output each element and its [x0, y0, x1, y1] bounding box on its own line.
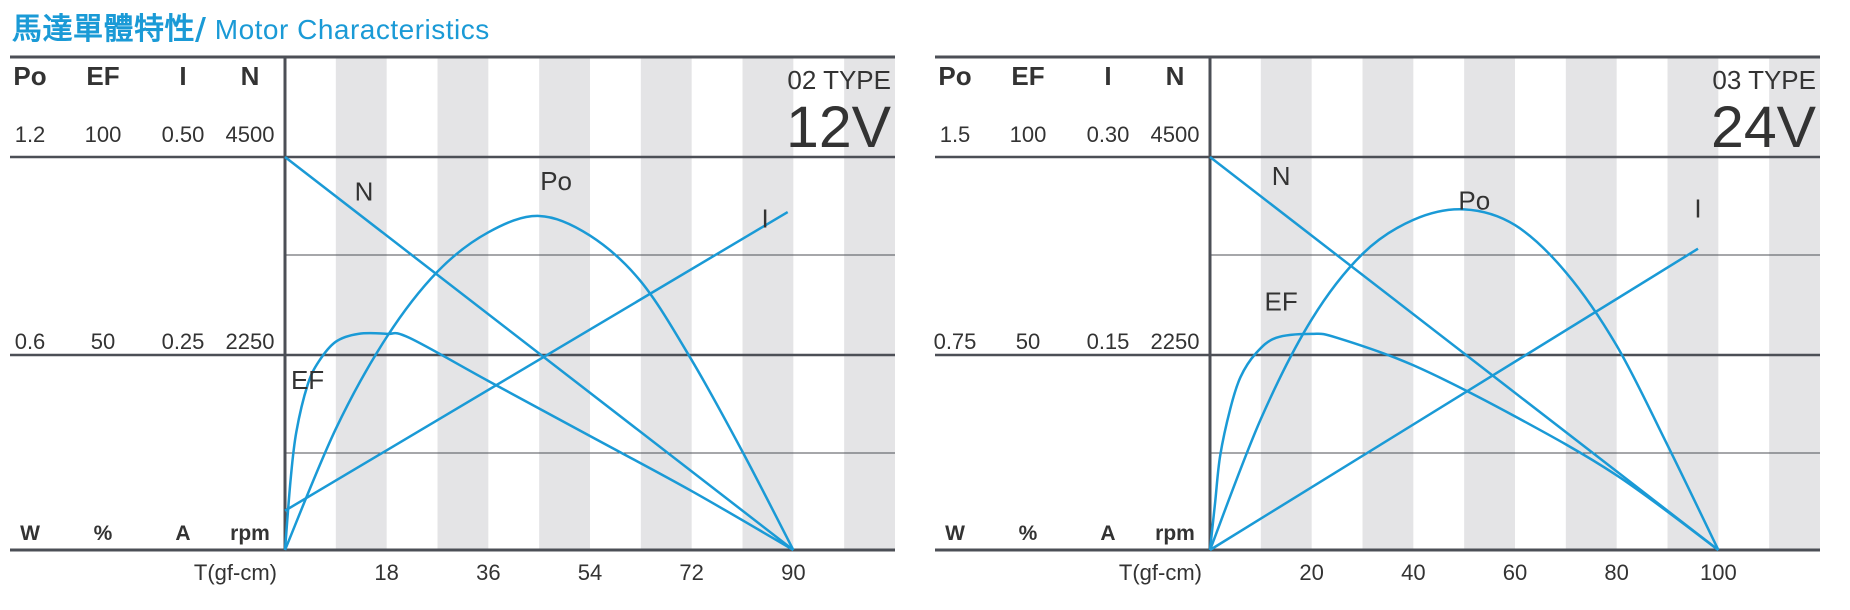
- x-tick-label: 72: [679, 560, 703, 585]
- type-label: 03 TYPE: [1712, 65, 1816, 95]
- background-band: [539, 57, 590, 550]
- background-bands: [1260, 57, 1820, 550]
- column-header-po: Po: [938, 61, 971, 91]
- scale-mid-n: 2250: [1151, 329, 1200, 354]
- type-label: 02 TYPE: [787, 65, 891, 95]
- column-header-n: N: [1166, 61, 1185, 91]
- unit-n: rpm: [230, 522, 270, 545]
- background-band: [844, 57, 895, 550]
- scale-max-n: 4500: [226, 122, 275, 147]
- column-header-i: I: [1104, 61, 1111, 91]
- series-line-n: [1209, 156, 1720, 551]
- series-label-ef: EF: [291, 365, 324, 395]
- x-tick-label: 80: [1604, 560, 1628, 585]
- scale-mid-i: 0.15: [1087, 329, 1130, 354]
- gridlines: [10, 55, 895, 552]
- background-band: [335, 57, 387, 550]
- column-header-i: I: [179, 61, 186, 91]
- scale-max-i: 0.30: [1087, 122, 1130, 147]
- series-line-n: [284, 156, 795, 551]
- scale-max-po: 1.2: [15, 122, 46, 147]
- series-line-ef: [283, 331, 794, 552]
- background-bands: [335, 57, 895, 550]
- voltage-label: 24V: [1711, 95, 1816, 160]
- unit-ef: %: [94, 522, 113, 545]
- scale-mid-ef: 50: [91, 329, 115, 354]
- scale-max-po: 1.5: [940, 122, 971, 147]
- page-title: 馬達單體特性/ Motor Characteristics: [12, 4, 490, 48]
- x-tick-label: 100: [1700, 560, 1737, 585]
- unit-po: W: [945, 522, 965, 545]
- column-header-po: Po: [13, 61, 46, 91]
- scale-mid-ef: 50: [1016, 329, 1040, 354]
- unit-i: A: [1100, 522, 1115, 545]
- series-line-po: [1208, 208, 1720, 551]
- unit-po: W: [20, 522, 40, 545]
- x-tick-label: 90: [781, 560, 805, 585]
- title-zh: 馬達單體特性/: [12, 12, 207, 47]
- series-label-i: I: [761, 204, 768, 234]
- column-header-ef: EF: [86, 61, 119, 91]
- x-tick-label: 18: [374, 560, 398, 585]
- background-band: [1260, 57, 1312, 550]
- unit-n: rpm: [1155, 522, 1195, 545]
- scale-mid-po: 0.75: [934, 329, 977, 354]
- series-label-n: N: [1272, 161, 1291, 191]
- scale-max-n: 4500: [1151, 122, 1200, 147]
- column-header-ef: EF: [1011, 61, 1044, 91]
- scale-max-i: 0.50: [162, 122, 205, 147]
- background-band: [437, 57, 489, 550]
- x-axis-label: T(gf-cm): [1119, 560, 1202, 585]
- gridlines: [935, 55, 1820, 552]
- series-label-n: N: [355, 177, 374, 207]
- scale-max-ef: 100: [85, 122, 122, 147]
- x-tick-label: 60: [1503, 560, 1527, 585]
- background-band: [1667, 57, 1719, 550]
- series-line-ef: [1208, 332, 1720, 552]
- x-tick-label: 40: [1401, 560, 1425, 585]
- series-label-ef: EF: [1265, 286, 1298, 316]
- series-line-po: [283, 214, 795, 551]
- scale-mid-po: 0.6: [15, 329, 46, 354]
- series-label-po: Po: [540, 166, 572, 196]
- x-axis-label: T(gf-cm): [194, 560, 277, 585]
- series-label-i: I: [1694, 193, 1701, 223]
- unit-ef: %: [1019, 522, 1038, 545]
- background-band: [1362, 57, 1414, 550]
- title-en: Motor Characteristics: [206, 14, 490, 45]
- column-header-n: N: [241, 61, 260, 91]
- voltage-label: 12V: [786, 95, 891, 160]
- series-line-i: [284, 210, 789, 512]
- background-band: [1464, 57, 1515, 550]
- scale-mid-i: 0.25: [162, 329, 205, 354]
- series-label-po: Po: [1458, 185, 1490, 215]
- x-tick-label: 20: [1299, 560, 1323, 585]
- scale-mid-n: 2250: [226, 329, 275, 354]
- x-tick-label: 36: [476, 560, 500, 585]
- unit-i: A: [175, 522, 190, 545]
- scale-max-ef: 100: [1010, 122, 1047, 147]
- series-line-i: [1209, 247, 1699, 552]
- background-band: [1769, 57, 1820, 550]
- x-tick-label: 54: [578, 560, 602, 585]
